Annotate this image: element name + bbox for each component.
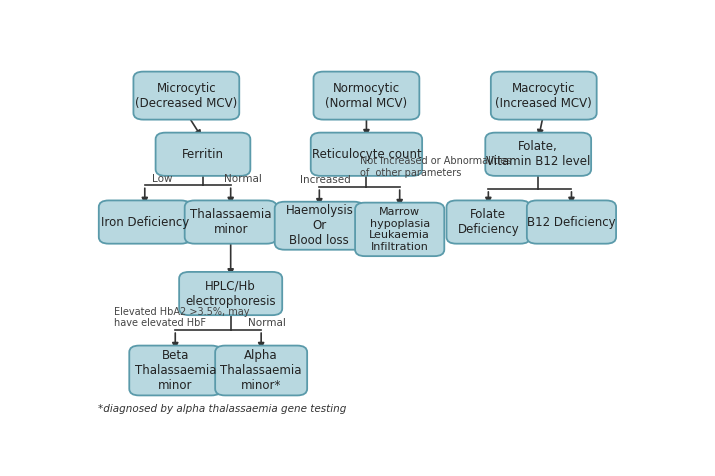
FancyBboxPatch shape [313,71,420,119]
FancyBboxPatch shape [179,272,282,315]
Text: Normal: Normal [248,318,286,328]
FancyBboxPatch shape [485,133,591,176]
FancyBboxPatch shape [275,202,364,250]
Text: Increased: Increased [300,175,350,185]
FancyBboxPatch shape [527,200,616,244]
FancyBboxPatch shape [99,200,191,244]
Text: Normocytic
(Normal MCV): Normocytic (Normal MCV) [325,81,408,109]
FancyBboxPatch shape [311,133,422,176]
Text: Haemolysis
Or
Blood loss: Haemolysis Or Blood loss [285,204,353,247]
Text: Thalassaemia
minor: Thalassaemia minor [190,208,272,236]
Text: Microcytic
(Decreased MCV): Microcytic (Decreased MCV) [135,81,237,109]
Text: Reticulocyte count: Reticulocyte count [312,148,421,161]
FancyBboxPatch shape [490,71,597,119]
Text: HPLC/Hb
electrophoresis: HPLC/Hb electrophoresis [185,279,276,307]
FancyBboxPatch shape [446,200,531,244]
Text: Beta
Thalassaemia
minor: Beta Thalassaemia minor [134,349,216,392]
Text: Marrow
hypoplasia
Leukaemia
Infiltration: Marrow hypoplasia Leukaemia Infiltration [369,207,430,252]
FancyBboxPatch shape [129,346,221,396]
Text: Alpha
Thalassaemia
minor*: Alpha Thalassaemia minor* [220,349,302,392]
FancyBboxPatch shape [355,203,444,256]
FancyBboxPatch shape [134,71,240,119]
Text: Ferritin: Ferritin [182,148,224,161]
Text: Elevated HbA2 >3.5%, may
have elevated HbF: Elevated HbA2 >3.5%, may have elevated H… [114,307,250,328]
Text: Not increased or Abnormalities
of  other parameters: Not increased or Abnormalities of other … [360,157,511,178]
FancyBboxPatch shape [184,200,277,244]
Text: B12 Deficiency: B12 Deficiency [527,216,616,228]
Text: Iron Deficiency: Iron Deficiency [101,216,189,228]
Text: *diagnosed by alpha thalassaemia gene testing: *diagnosed by alpha thalassaemia gene te… [98,405,346,415]
FancyBboxPatch shape [156,133,250,176]
Text: Macrocytic
(Increased MCV): Macrocytic (Increased MCV) [495,81,592,109]
Text: Low: Low [152,174,172,184]
Text: Normal: Normal [224,174,262,184]
Text: Folate
Deficiency: Folate Deficiency [458,208,519,236]
Text: Folate,
Vitamin B12 level: Folate, Vitamin B12 level [486,140,591,168]
FancyBboxPatch shape [215,346,307,396]
